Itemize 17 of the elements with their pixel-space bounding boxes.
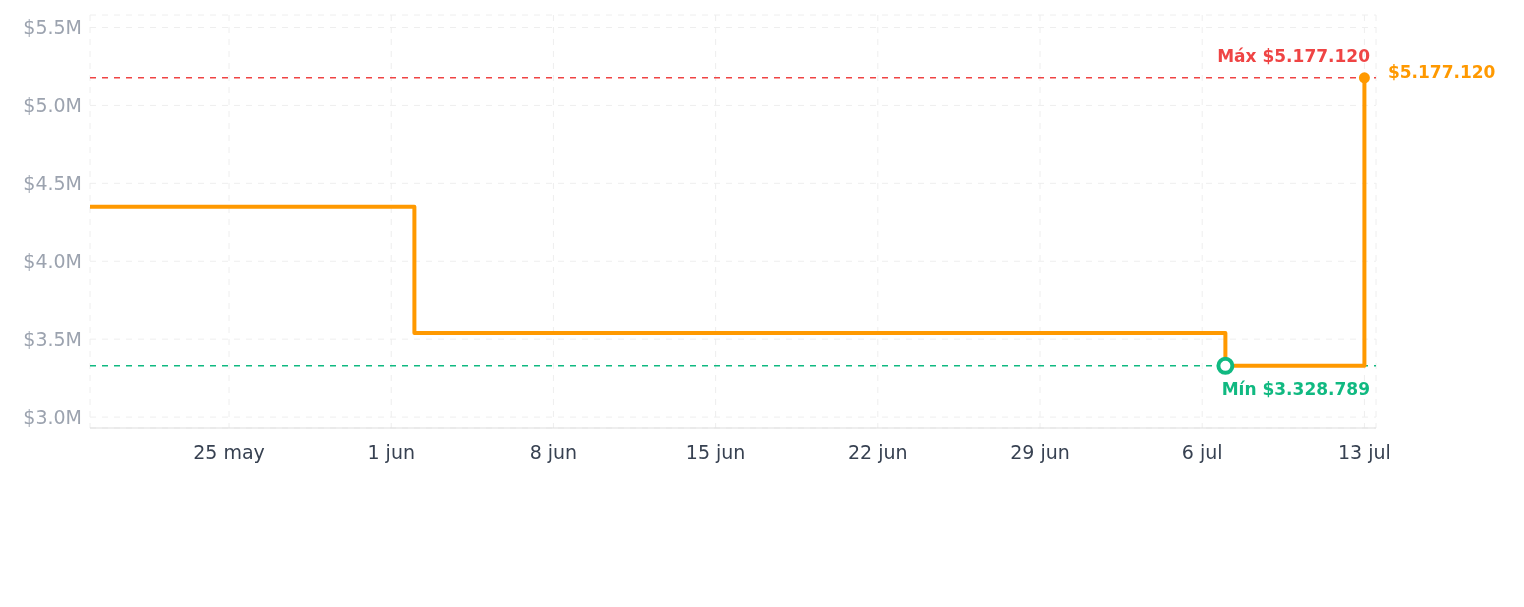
y-tick-label: $3.5M <box>23 327 82 350</box>
x-tick-label: 22 jun <box>848 441 908 464</box>
x-tick-label: 29 jun <box>1010 441 1070 464</box>
data-label: $5.177.120 <box>1387 62 1496 83</box>
ref-line-label: Máx $5.177.120 <box>1217 45 1371 66</box>
x-tick-label: 15 jun <box>685 441 746 464</box>
ref-line-label: Mín $3.328.789 <box>1221 378 1370 399</box>
y-tick-label: $5.0M <box>23 94 82 117</box>
y-tick-label: $4.5M <box>23 172 82 195</box>
y-tick-label: $4.0M <box>23 249 82 272</box>
x-tick-label: 6 jul <box>1181 441 1223 464</box>
y-tick-label: $5.5M <box>23 16 82 39</box>
x-tick-label: 25 may <box>193 441 265 464</box>
x-tick-label: 8 jun <box>529 441 578 464</box>
y-tick-label: $3.0M <box>23 405 82 428</box>
x-tick-label: 13 jul <box>1338 441 1391 464</box>
x-tick-label: 1 jun <box>367 441 415 464</box>
